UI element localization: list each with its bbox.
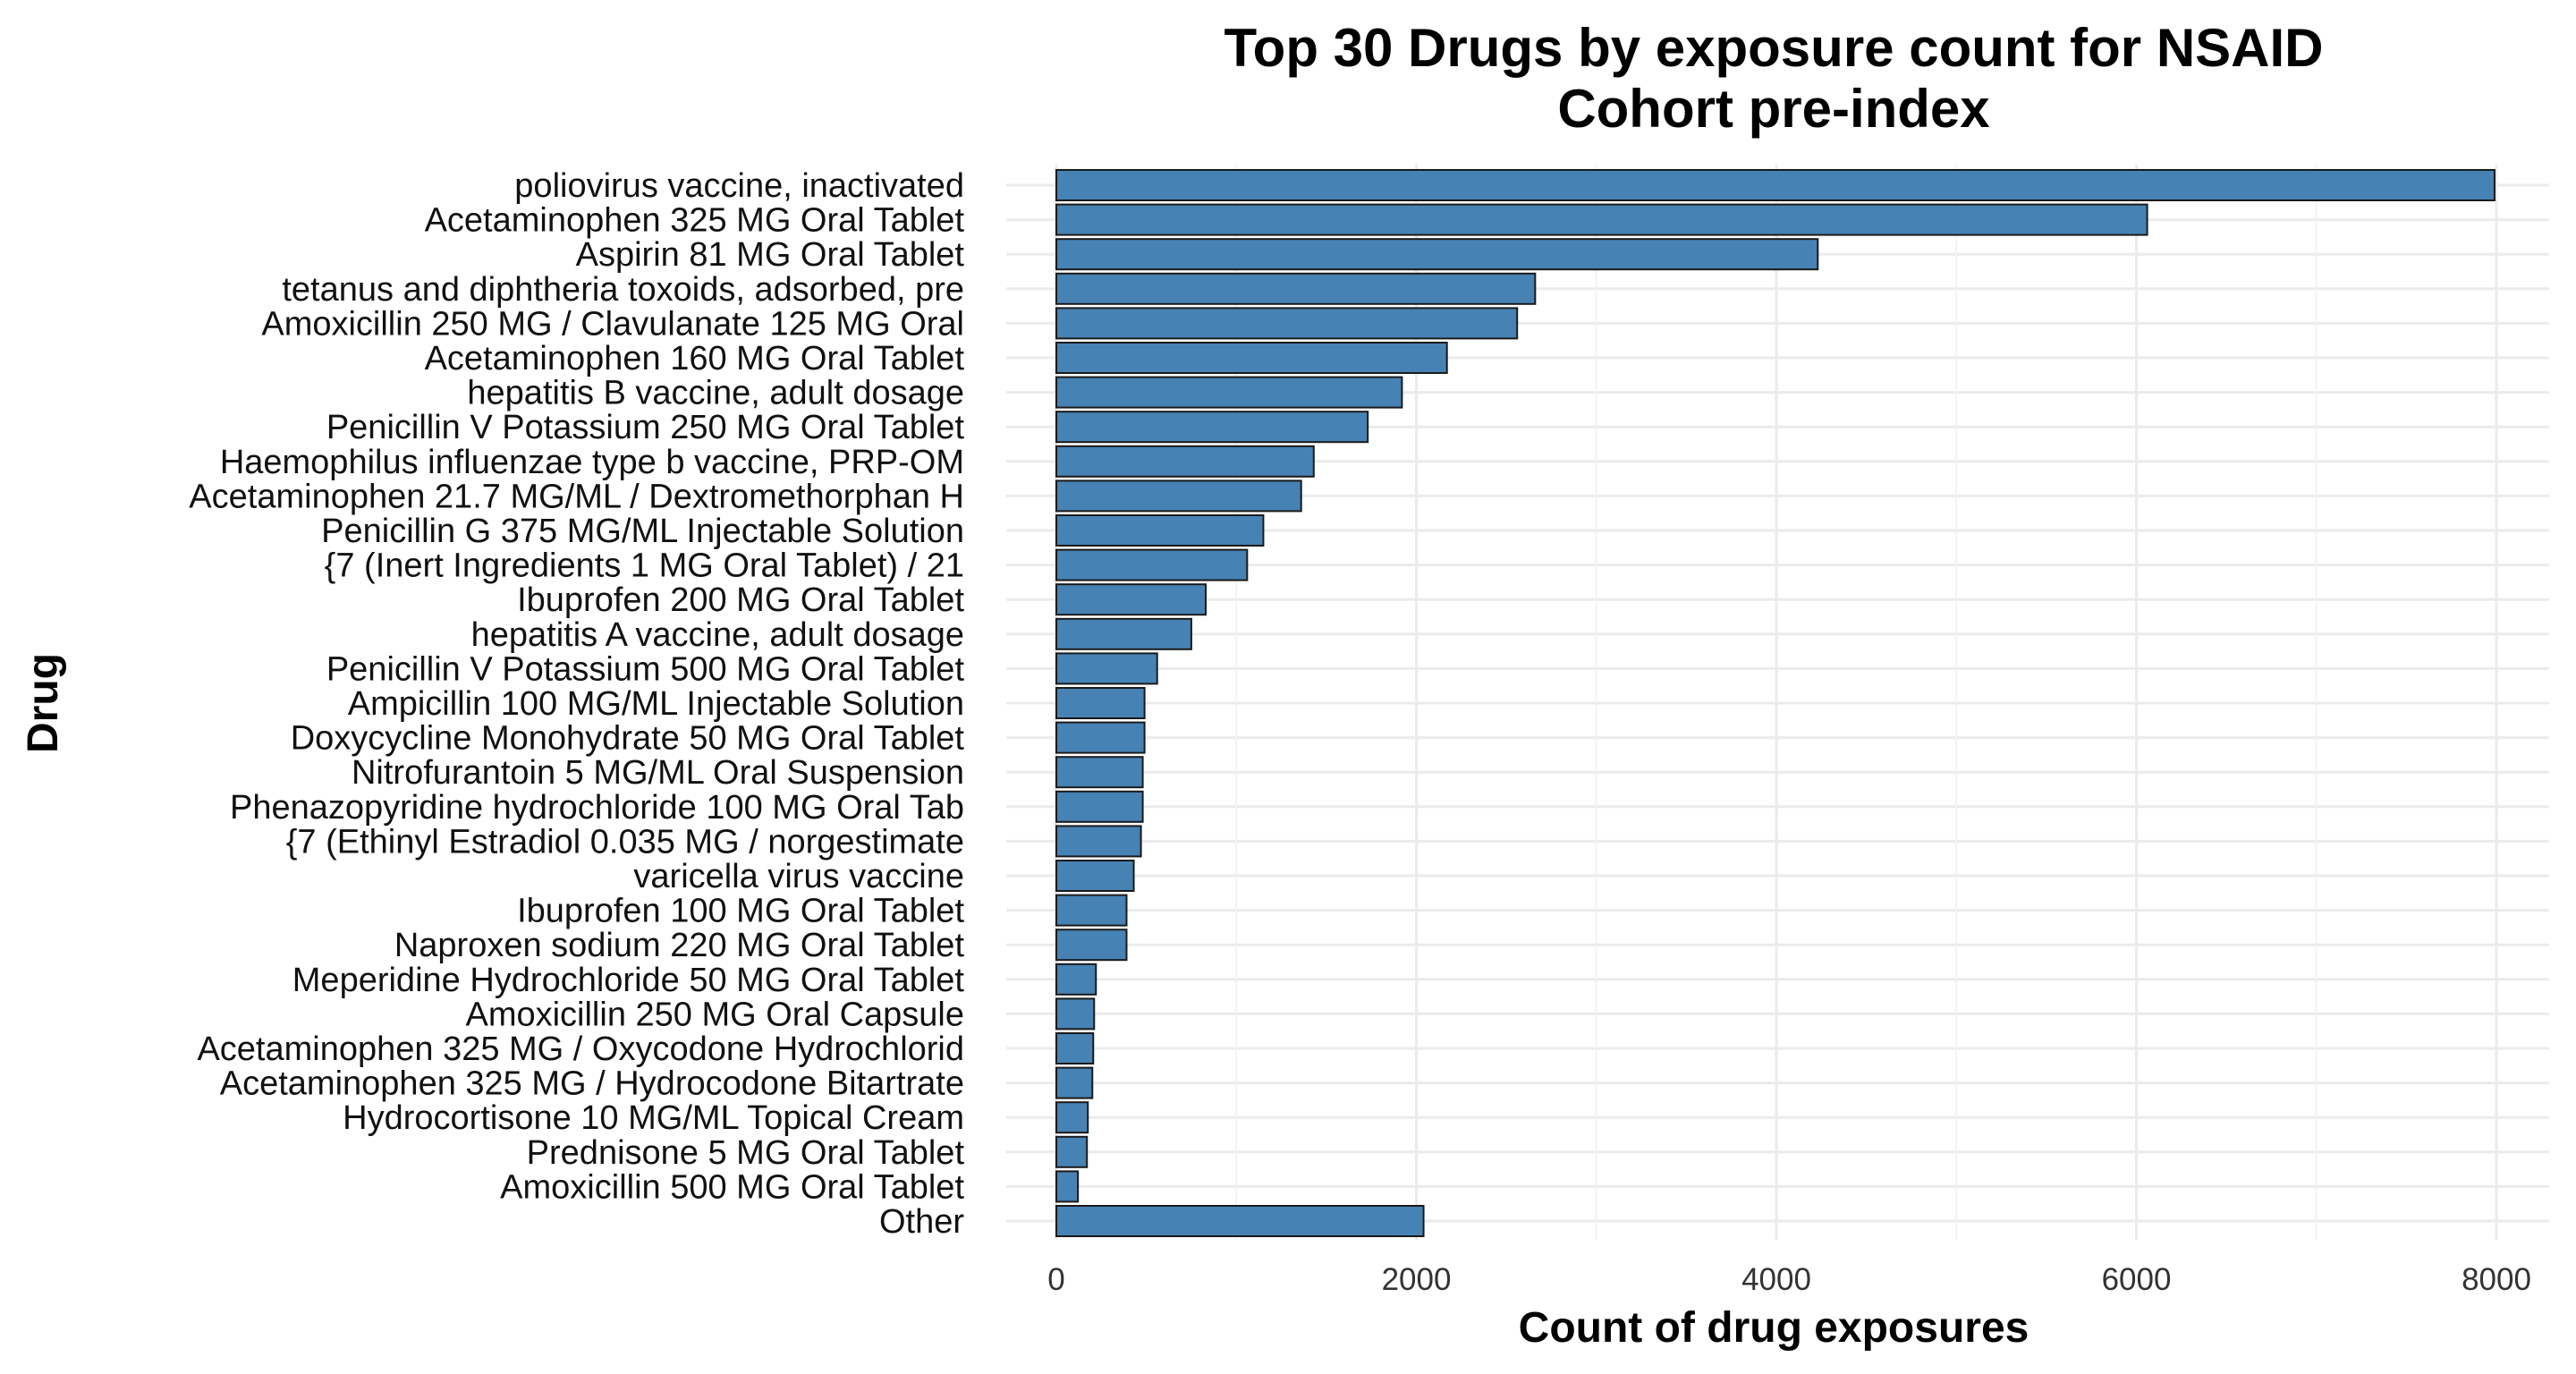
category-label: Penicillin V Potassium 250 MG Oral Table… xyxy=(326,409,965,446)
category-label: Acetaminophen 325 MG / Oxycodone Hydroch… xyxy=(197,1030,964,1068)
bar xyxy=(1055,894,1128,927)
category-label: Phenazopyridine hydrochloride 100 MG Ora… xyxy=(230,789,964,827)
bar xyxy=(1055,272,1537,305)
bar xyxy=(1055,790,1144,823)
x-tick-label: 2000 xyxy=(1382,1262,1452,1297)
bar xyxy=(1055,307,1519,340)
category-label: tetanus and diphtheria toxoids, adsorbed… xyxy=(282,271,964,309)
category-label: Prednisone 5 MG Oral Tablet xyxy=(527,1134,965,1172)
category-label: hepatitis A vaccine, adult dosage xyxy=(471,616,964,654)
bar xyxy=(1055,825,1142,858)
bars xyxy=(1055,169,2496,1237)
y-axis-title: Drug xyxy=(20,653,67,753)
x-tick-labels: 0 2000 4000 6000 8000 xyxy=(1047,1262,2531,1297)
x-tick-label: 6000 xyxy=(2102,1262,2172,1297)
chart-title-line-2: Cohort pre-index xyxy=(1557,79,1989,139)
bar xyxy=(1055,238,1819,271)
category-label: Penicillin G 375 MG/ML Injectable Soluti… xyxy=(321,513,964,550)
x-axis-title: Count of drug exposures xyxy=(1519,1304,2029,1352)
bar xyxy=(1055,963,1097,996)
category-label: Nitrofurantoin 5 MG/ML Oral Suspension xyxy=(352,754,964,792)
bar xyxy=(1055,997,1096,1030)
category-label: Other xyxy=(879,1203,964,1241)
bar xyxy=(1055,169,2496,201)
bar xyxy=(1055,376,1403,409)
x-tick-label: 8000 xyxy=(2462,1262,2531,1297)
category-label: Ampicillin 100 MG/ML Injectable Solution xyxy=(348,685,964,723)
bar xyxy=(1055,652,1158,685)
bar xyxy=(1055,1032,1095,1064)
category-label: Amoxicillin 500 MG Oral Tablet xyxy=(500,1168,964,1206)
bar xyxy=(1055,342,1448,374)
category-label: Acetaminophen 325 MG Oral Tablet xyxy=(425,202,965,240)
bar xyxy=(1055,860,1135,892)
category-label: {7 (Inert Ingredients 1 MG Oral Tablet) … xyxy=(325,547,964,585)
category-label: Amoxicillin 250 MG Oral Capsule xyxy=(465,996,964,1033)
category-label: Haemophilus influenzae type b vaccine, P… xyxy=(220,444,964,481)
bar xyxy=(1055,583,1208,616)
category-label: Ibuprofen 200 MG Oral Tablet xyxy=(517,581,964,619)
bar xyxy=(1055,548,1249,581)
bar xyxy=(1055,687,1146,719)
bar xyxy=(1055,203,2148,236)
bar xyxy=(1055,1170,1080,1203)
category-label: Meperidine Hydrochloride 50 MG Oral Tabl… xyxy=(292,962,965,999)
x-tick-label: 0 xyxy=(1047,1262,1064,1297)
category-label: {7 (Ethinyl Estradiol 0.035 MG / norgest… xyxy=(286,823,964,861)
bar xyxy=(1055,479,1302,513)
category-label: Penicillin V Potassium 500 MG Oral Table… xyxy=(326,650,965,688)
bar xyxy=(1055,514,1265,547)
bar xyxy=(1055,617,1192,650)
category-label: varicella virus vaccine xyxy=(633,858,964,895)
category-label: Ibuprofen 100 MG Oral Tablet xyxy=(517,893,964,930)
bar xyxy=(1055,1205,1425,1237)
category-label: Doxycycline Monohydrate 50 MG Oral Table… xyxy=(291,720,965,758)
bar xyxy=(1055,1135,1089,1168)
category-label: Amoxicillin 250 MG / Clavulanate 125 MG … xyxy=(261,305,964,343)
bar xyxy=(1055,721,1146,754)
category-label: Acetaminophen 325 MG / Hydrocodone Bitar… xyxy=(220,1065,964,1103)
category-label: Acetaminophen 21.7 MG/ML / Dextromethorp… xyxy=(189,478,964,515)
category-label: Hydrocortisone 10 MG/ML Topical Cream xyxy=(343,1099,964,1137)
bar xyxy=(1055,445,1315,478)
category-label: Naproxen sodium 220 MG Oral Tablet xyxy=(394,927,965,964)
bar xyxy=(1055,411,1369,444)
bar xyxy=(1055,1101,1089,1134)
category-labels: poliovirus vaccine, inactivatedAcetamino… xyxy=(189,167,964,1241)
category-label: Aspirin 81 MG Oral Tablet xyxy=(576,236,965,274)
category-label: Acetaminophen 160 MG Oral Tablet xyxy=(425,340,965,377)
x-tick-label: 4000 xyxy=(1741,1262,1811,1297)
bar xyxy=(1055,756,1144,789)
bar xyxy=(1055,1066,1094,1099)
category-label: poliovirus vaccine, inactivated xyxy=(514,167,964,205)
bar xyxy=(1055,929,1128,962)
chart-title-line-1: Top 30 Drugs by exposure count for NSAID xyxy=(1224,18,2323,78)
category-label: hepatitis B vaccine, adult dosage xyxy=(467,375,964,412)
